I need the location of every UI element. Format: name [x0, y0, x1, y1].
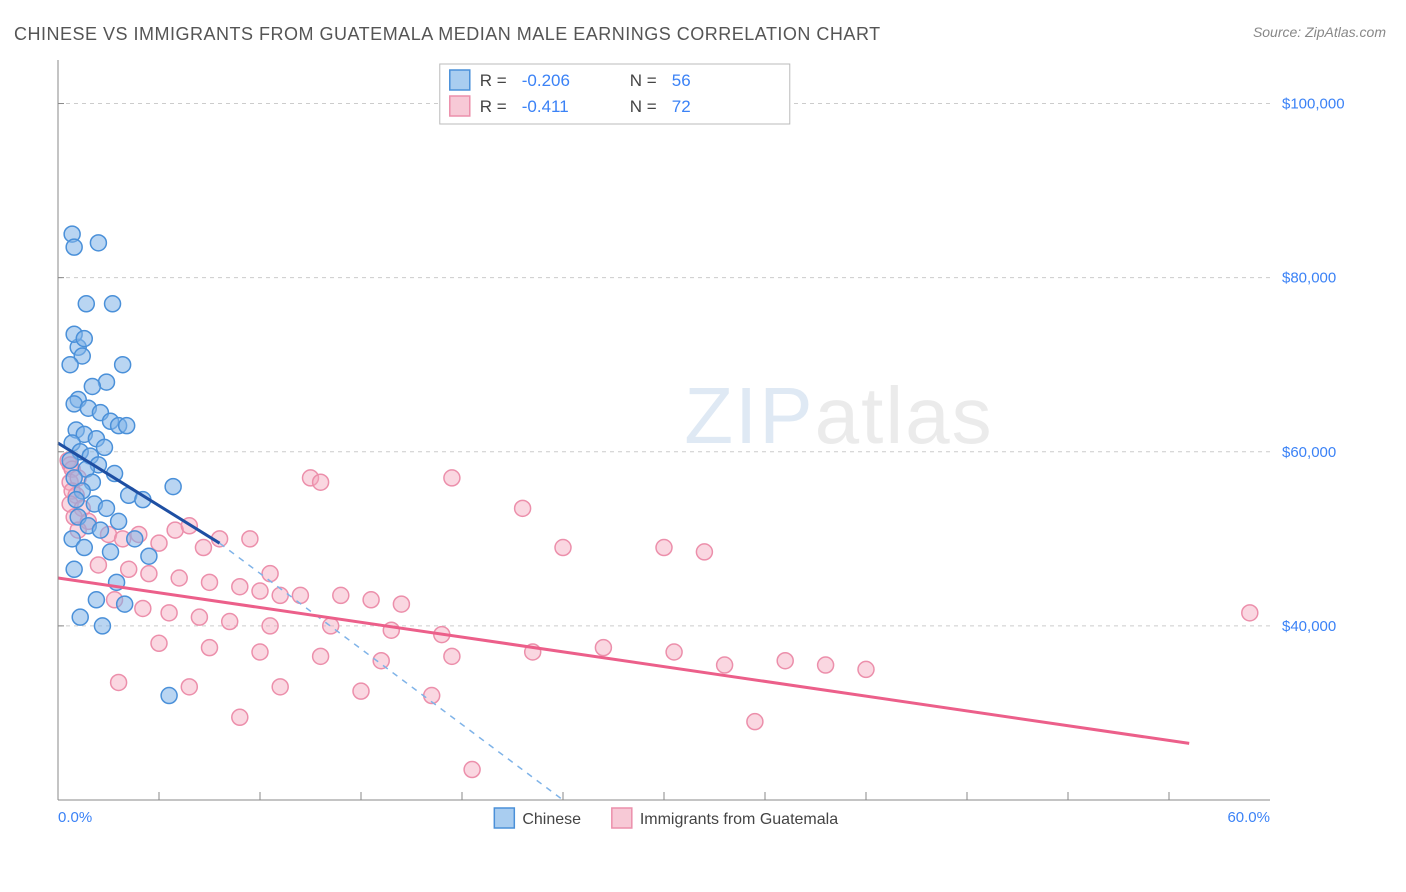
stats-r-label: R =: [480, 97, 507, 116]
data-point: [232, 579, 248, 595]
stats-swatch: [450, 70, 470, 90]
data-point: [103, 544, 119, 560]
data-point: [232, 709, 248, 725]
data-point: [90, 235, 106, 251]
legend-swatch: [612, 808, 632, 828]
chart-title: CHINESE VS IMMIGRANTS FROM GUATEMALA MED…: [14, 24, 881, 45]
legend-label: Immigrants from Guatemala: [640, 811, 838, 828]
data-point: [656, 540, 672, 556]
data-point: [94, 618, 110, 634]
stats-r-value: -0.206: [522, 71, 570, 90]
data-point: [252, 583, 268, 599]
stats-swatch: [450, 96, 470, 116]
y-tick-label: $40,000: [1282, 618, 1336, 635]
data-point: [84, 378, 100, 394]
data-point: [696, 544, 712, 560]
data-point: [747, 714, 763, 730]
data-point: [393, 596, 409, 612]
data-point: [272, 679, 288, 695]
y-tick-label: $80,000: [1282, 270, 1336, 287]
data-point: [858, 661, 874, 677]
data-point: [68, 492, 84, 508]
data-point: [363, 592, 379, 608]
data-point: [90, 557, 106, 573]
data-point: [92, 522, 108, 538]
data-point: [777, 653, 793, 669]
data-point: [191, 609, 207, 625]
data-point: [555, 540, 571, 556]
data-point: [202, 640, 218, 656]
data-point: [115, 357, 131, 373]
legend-label: Chinese: [522, 811, 581, 828]
data-point: [717, 657, 733, 673]
data-point: [62, 357, 78, 373]
trend-line-pink: [58, 578, 1189, 743]
data-point: [242, 531, 258, 547]
data-point: [78, 296, 94, 312]
data-point: [262, 566, 278, 582]
data-point: [121, 561, 137, 577]
data-point: [165, 479, 181, 495]
data-point: [818, 657, 834, 673]
x-max-label: 60.0%: [1227, 809, 1270, 826]
data-point: [117, 596, 133, 612]
data-point: [141, 566, 157, 582]
y-tick-label: $100,000: [1282, 96, 1345, 113]
scatter-chart: ZIPatlas $40,000 $60,000 $80,000 $100,000 0.0…: [50, 60, 1370, 830]
data-point: [151, 635, 167, 651]
data-point: [127, 531, 143, 547]
data-point: [111, 513, 127, 529]
data-point: [595, 640, 611, 656]
data-point: [353, 683, 369, 699]
data-point: [333, 587, 349, 603]
data-point: [105, 296, 121, 312]
stats-n-label: N =: [630, 97, 657, 116]
data-point: [76, 331, 92, 347]
data-point: [323, 618, 339, 634]
x-min-label: 0.0%: [58, 809, 92, 826]
data-point: [313, 474, 329, 490]
stats-r-label: R =: [480, 71, 507, 90]
data-point: [313, 648, 329, 664]
chart-source: Source: ZipAtlas.com: [1253, 24, 1386, 40]
y-tick-label: $60,000: [1282, 444, 1336, 461]
stats-n-value: 72: [672, 97, 691, 116]
data-point: [666, 644, 682, 660]
stats-n-value: 56: [672, 71, 691, 90]
data-point: [161, 688, 177, 704]
data-point: [66, 239, 82, 255]
data-point: [181, 679, 197, 695]
stats-n-label: N =: [630, 71, 657, 90]
data-point: [98, 500, 114, 516]
data-point: [161, 605, 177, 621]
data-point: [252, 644, 268, 660]
data-point: [464, 762, 480, 778]
data-point: [76, 540, 92, 556]
stats-r-value: -0.411: [522, 97, 569, 116]
data-point: [111, 674, 127, 690]
data-point: [444, 648, 460, 664]
data-point: [262, 618, 278, 634]
data-point: [272, 587, 288, 603]
data-point: [171, 570, 187, 586]
data-point: [1242, 605, 1258, 621]
data-point: [292, 587, 308, 603]
data-point: [96, 439, 112, 455]
trend-line-blue-dash: [220, 543, 563, 800]
data-point: [66, 561, 82, 577]
data-point: [135, 600, 151, 616]
data-point: [202, 574, 218, 590]
data-point: [141, 548, 157, 564]
data-point: [444, 470, 460, 486]
legend-swatch: [494, 808, 514, 828]
data-point: [88, 592, 104, 608]
watermark: ZIPatlas: [684, 371, 993, 460]
data-point: [195, 540, 211, 556]
data-point: [222, 614, 238, 630]
data-point: [119, 418, 135, 434]
data-point: [515, 500, 531, 516]
data-point: [72, 609, 88, 625]
